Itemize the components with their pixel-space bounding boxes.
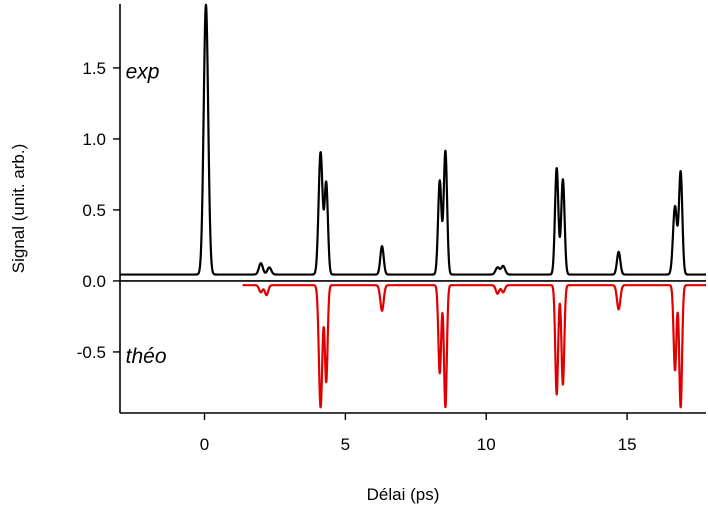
x-ticks: 0 5 10 15	[200, 413, 637, 454]
x-tick-label: 10	[477, 435, 496, 454]
series-lines	[119, 3, 707, 409]
annotations: exp théo	[126, 61, 167, 368]
y-tick-label: 0.0	[82, 272, 106, 291]
x-axis-title: Délai (ps)	[367, 485, 440, 504]
series-line-theo	[241, 284, 707, 409]
series-line-exp	[119, 3, 707, 276]
axes	[119, 4, 706, 414]
y-tick-label: -0.5	[77, 343, 106, 362]
x-tick-label: 15	[618, 435, 637, 454]
y-axis-title: Signal (unit. arb.)	[9, 144, 28, 273]
x-tick-label: 0	[200, 435, 209, 454]
y-tick-label: 1.5	[82, 59, 106, 78]
y-tick-label: 0.5	[82, 201, 106, 220]
y-tick-label: 1.0	[82, 130, 106, 149]
y-ticks: -0.5 0.0 0.5 1.0 1.5	[77, 59, 120, 362]
annotation-exp: exp	[126, 61, 160, 84]
annotation-theo: théo	[126, 345, 167, 368]
x-tick-label: 5	[341, 435, 350, 454]
